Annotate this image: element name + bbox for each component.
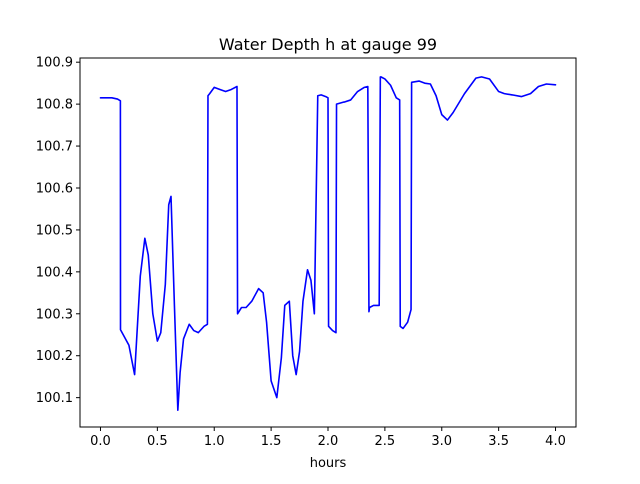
y-tick-label: 100.7 — [36, 140, 73, 155]
x-tick-label: 0.5 — [147, 434, 168, 449]
x-tick-label: 3.0 — [431, 434, 452, 449]
y-tick-label: 100.4 — [36, 265, 73, 280]
y-tick-label: 100.3 — [36, 307, 73, 322]
y-tick-label: 100.5 — [36, 223, 73, 238]
plot-layer — [99, 76, 557, 412]
x-axis-label: hours — [310, 456, 347, 471]
y-tick-label: 100.9 — [36, 56, 73, 71]
x-tick-label: 0.0 — [90, 434, 111, 449]
chart-title: Water Depth h at gauge 99 — [219, 35, 437, 54]
y-tick-label: 100.2 — [36, 349, 73, 364]
x-tick-label: 1.5 — [261, 434, 282, 449]
y-tick-label: 100.8 — [36, 98, 73, 113]
x-tick-label: 2.5 — [375, 434, 396, 449]
x-axis: 0.0 0.5 1.0 1.5 2.0 2.5 3.0 3.5 4.0 — [90, 427, 566, 449]
x-tick-label: 1.0 — [204, 434, 225, 449]
y-tick-label: 100.1 — [36, 391, 73, 406]
x-tick-label: 4.0 — [545, 434, 566, 449]
y-tick-label: 100.6 — [36, 181, 73, 196]
x-tick-label: 2.0 — [318, 434, 339, 449]
y-axis: 100.1 100.2 100.3 100.4 100.5 100.6 100.7 100.8… — [36, 56, 80, 406]
x-tick-label: 3.5 — [488, 434, 509, 449]
series-line-0 — [99, 76, 557, 412]
